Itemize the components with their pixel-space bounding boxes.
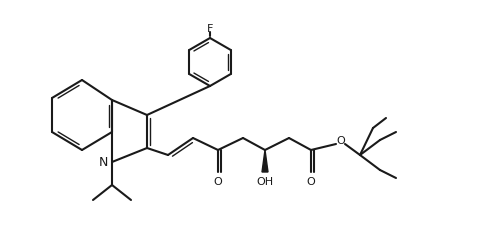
Text: O: O bbox=[306, 177, 315, 187]
Polygon shape bbox=[262, 150, 268, 172]
Text: O: O bbox=[337, 136, 346, 146]
Text: OH: OH bbox=[256, 177, 273, 187]
Text: O: O bbox=[214, 177, 222, 187]
Text: N: N bbox=[98, 157, 108, 169]
Text: F: F bbox=[207, 24, 213, 34]
